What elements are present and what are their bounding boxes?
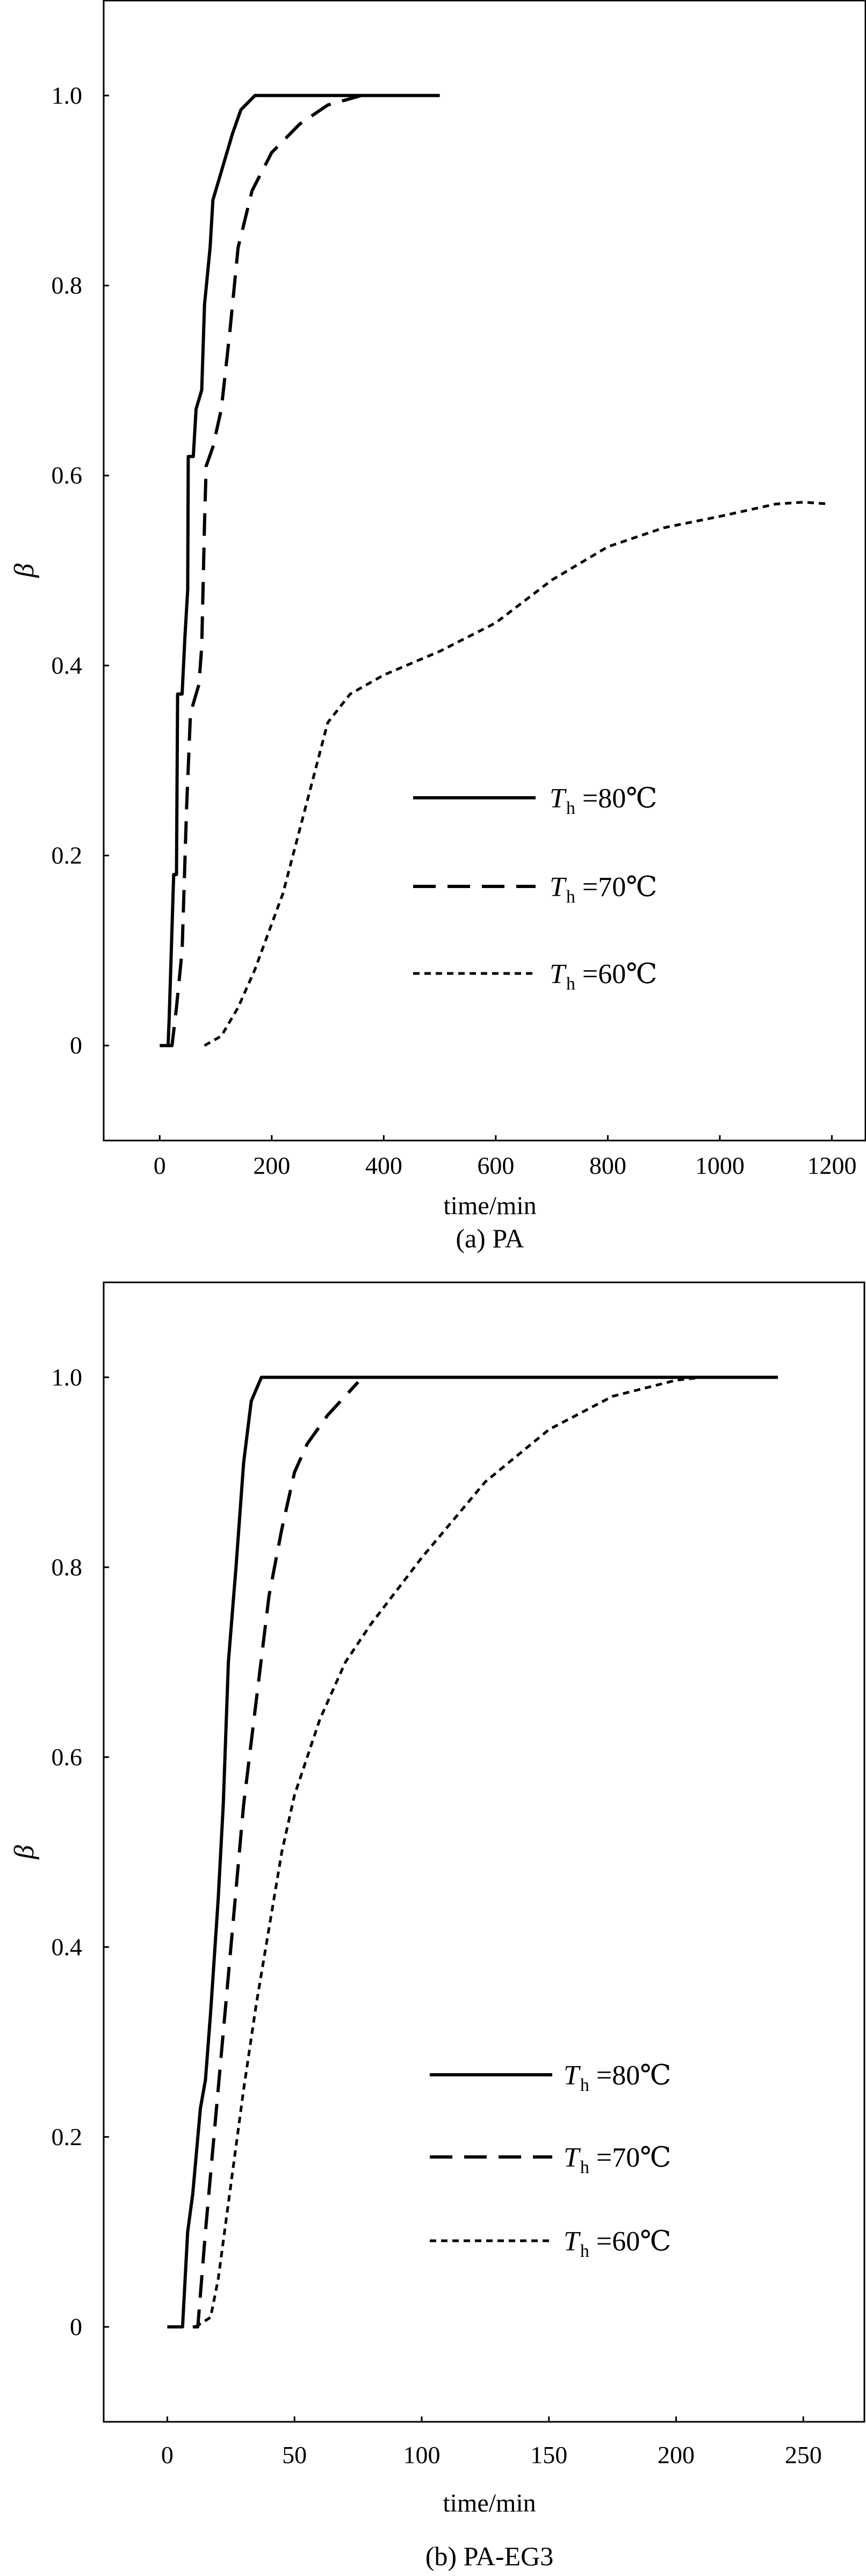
series-line-solid <box>160 93 440 1048</box>
series-line-dotted <box>204 501 829 1047</box>
plot-frame <box>103 0 866 1142</box>
legend-subscript: h <box>580 2075 589 2095</box>
series-line-dotted <box>194 1376 702 2328</box>
legend-subscript: h <box>580 2158 589 2177</box>
legend-label: Th =70℃ <box>550 872 657 907</box>
y-tick-label: 0.8 <box>52 1553 83 1581</box>
x-tick-label: 200 <box>253 1152 290 1179</box>
legend-symbol: T <box>564 2142 581 2173</box>
y-axis-label: β <box>9 1845 40 1859</box>
y-tick-label: 0 <box>70 2313 82 2340</box>
x-tick-label: 0 <box>154 1152 166 1179</box>
legend-symbol: T <box>550 783 567 814</box>
x-tick-label: 50 <box>282 2441 307 2469</box>
y-tick-label: 0.4 <box>52 1933 83 1960</box>
x-tick-label: 100 <box>403 2441 440 2469</box>
x-axis-label: time/min <box>443 2489 536 2517</box>
legend-label: Th =60℃ <box>564 2226 671 2261</box>
y-tick-label: 0.8 <box>52 272 83 299</box>
x-tick-label: 150 <box>530 2441 567 2469</box>
x-tick-label: 0 <box>161 2441 174 2469</box>
x-tick-label: 600 <box>477 1152 514 1179</box>
legend-label: Th =60℃ <box>550 959 657 994</box>
legend-label: Th =80℃ <box>550 783 657 818</box>
x-tick-label: 1000 <box>695 1152 745 1179</box>
legend-value: =60℃ <box>575 959 658 990</box>
x-tick-label: 400 <box>365 1152 402 1179</box>
y-tick-label: 0.6 <box>52 461 83 489</box>
series-line-dashed <box>192 1381 359 2329</box>
x-tick-label: 800 <box>589 1152 626 1179</box>
legend-symbol: T <box>550 872 567 903</box>
x-tick-label: 1200 <box>807 1152 856 1179</box>
y-tick-label: 1.0 <box>52 82 83 109</box>
legend-symbol: T <box>564 2226 581 2257</box>
legend-subscript: h <box>580 2241 589 2261</box>
legend-symbol: T <box>564 2060 581 2091</box>
legend-value: =70℃ <box>575 872 658 903</box>
legend-subscript: h <box>566 887 575 907</box>
legend-subscript: h <box>566 798 575 818</box>
y-tick-label: 0.4 <box>52 652 83 679</box>
y-tick-label: 0.2 <box>52 842 83 869</box>
plot-frame <box>103 1281 865 2423</box>
y-tick-label: 0.6 <box>52 1743 83 1771</box>
series-line-dashed <box>168 93 362 1048</box>
x-axis-label: time/min <box>443 1192 536 1220</box>
x-tick-label: 200 <box>658 2441 695 2469</box>
legend-symbol: T <box>550 959 567 990</box>
panel-caption: (b) PA-EG3 <box>425 2541 553 2571</box>
y-tick-label: 1.0 <box>52 1363 83 1391</box>
x-tick-label: 250 <box>785 2441 822 2469</box>
chart-panel-a: 0 0.2 0.4 0.6 0.8 1.0 0 200 400 600 800 1000 1200 tim… <box>9 0 866 1253</box>
chart-panel-b: 0 0.2 0.4 0.6 0.8 1.0 0 50 100 150 200 250 time/min β… <box>9 1281 865 2571</box>
y-tick-label: 0.2 <box>52 2123 83 2151</box>
y-tick-label: 0 <box>70 1031 82 1059</box>
legend-subscript: h <box>566 974 575 994</box>
legend-label: Th =80℃ <box>564 2060 671 2095</box>
legend-value: =70℃ <box>589 2142 672 2173</box>
series-line-solid <box>167 1375 778 2329</box>
panel-caption: (a) PA <box>456 1223 524 1253</box>
y-axis-label: β <box>9 564 40 578</box>
legend-value: =80℃ <box>589 2060 672 2091</box>
legend-label: Th =70℃ <box>564 2142 671 2177</box>
legend-value: =80℃ <box>575 783 658 814</box>
legend-value: =60℃ <box>589 2226 672 2257</box>
